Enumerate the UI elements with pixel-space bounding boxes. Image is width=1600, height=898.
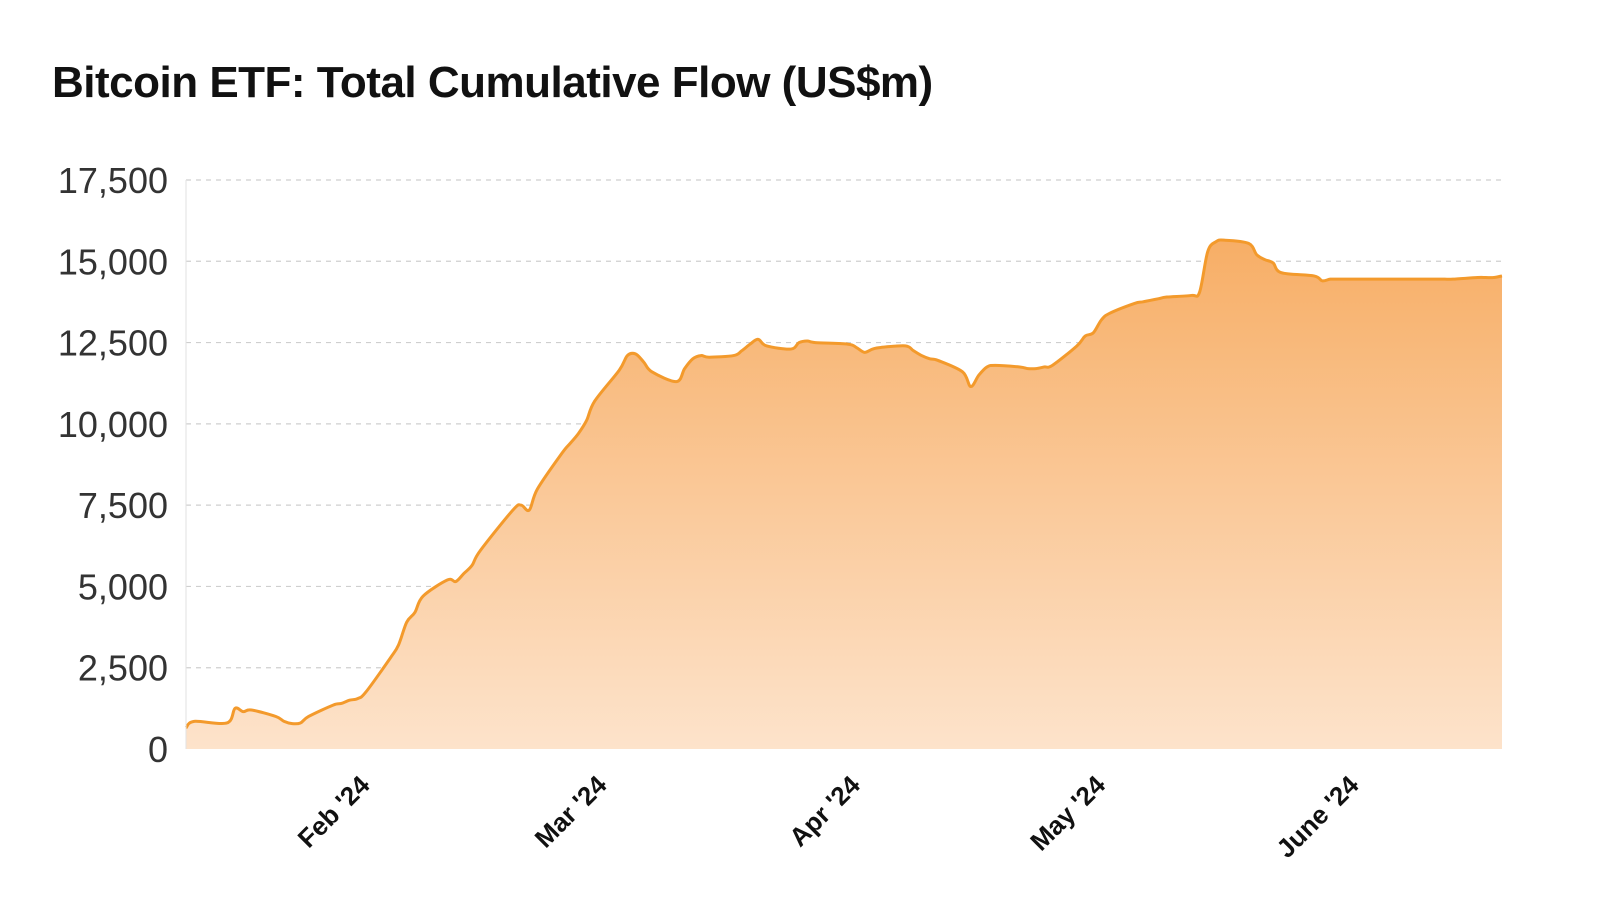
- y-tick-label: 5,000: [78, 566, 168, 607]
- x-tick-label: May '24: [1024, 769, 1111, 856]
- y-tick-label: 10,000: [58, 404, 168, 445]
- y-tick-label: 0: [148, 729, 168, 770]
- y-tick-label: 17,500: [58, 160, 168, 201]
- x-tick-label: Mar '24: [529, 769, 613, 853]
- cumulative-flow-area: [186, 240, 1502, 749]
- x-tick-label: Apr '24: [783, 769, 866, 852]
- x-tick-label: Feb '24: [292, 769, 376, 853]
- series-layer: [184, 238, 1503, 749]
- y-tick-label: 12,500: [58, 323, 168, 364]
- x-tick-label: June '24: [1270, 769, 1364, 863]
- y-tick-label: 2,500: [78, 648, 168, 689]
- cumulative-flow-line: [184, 238, 1503, 730]
- y-axis: 0 2,500 5,000 7,500 10,000 12,500 15,000 17,500: [58, 160, 168, 770]
- chart-title: Bitcoin ETF: Total Cumulative Flow (US$m…: [52, 58, 933, 107]
- x-axis: Feb '24 Mar '24 Apr '24 May '24 June '24: [292, 769, 1365, 863]
- y-tick-label: 7,500: [78, 485, 168, 526]
- y-tick-label: 15,000: [58, 241, 168, 282]
